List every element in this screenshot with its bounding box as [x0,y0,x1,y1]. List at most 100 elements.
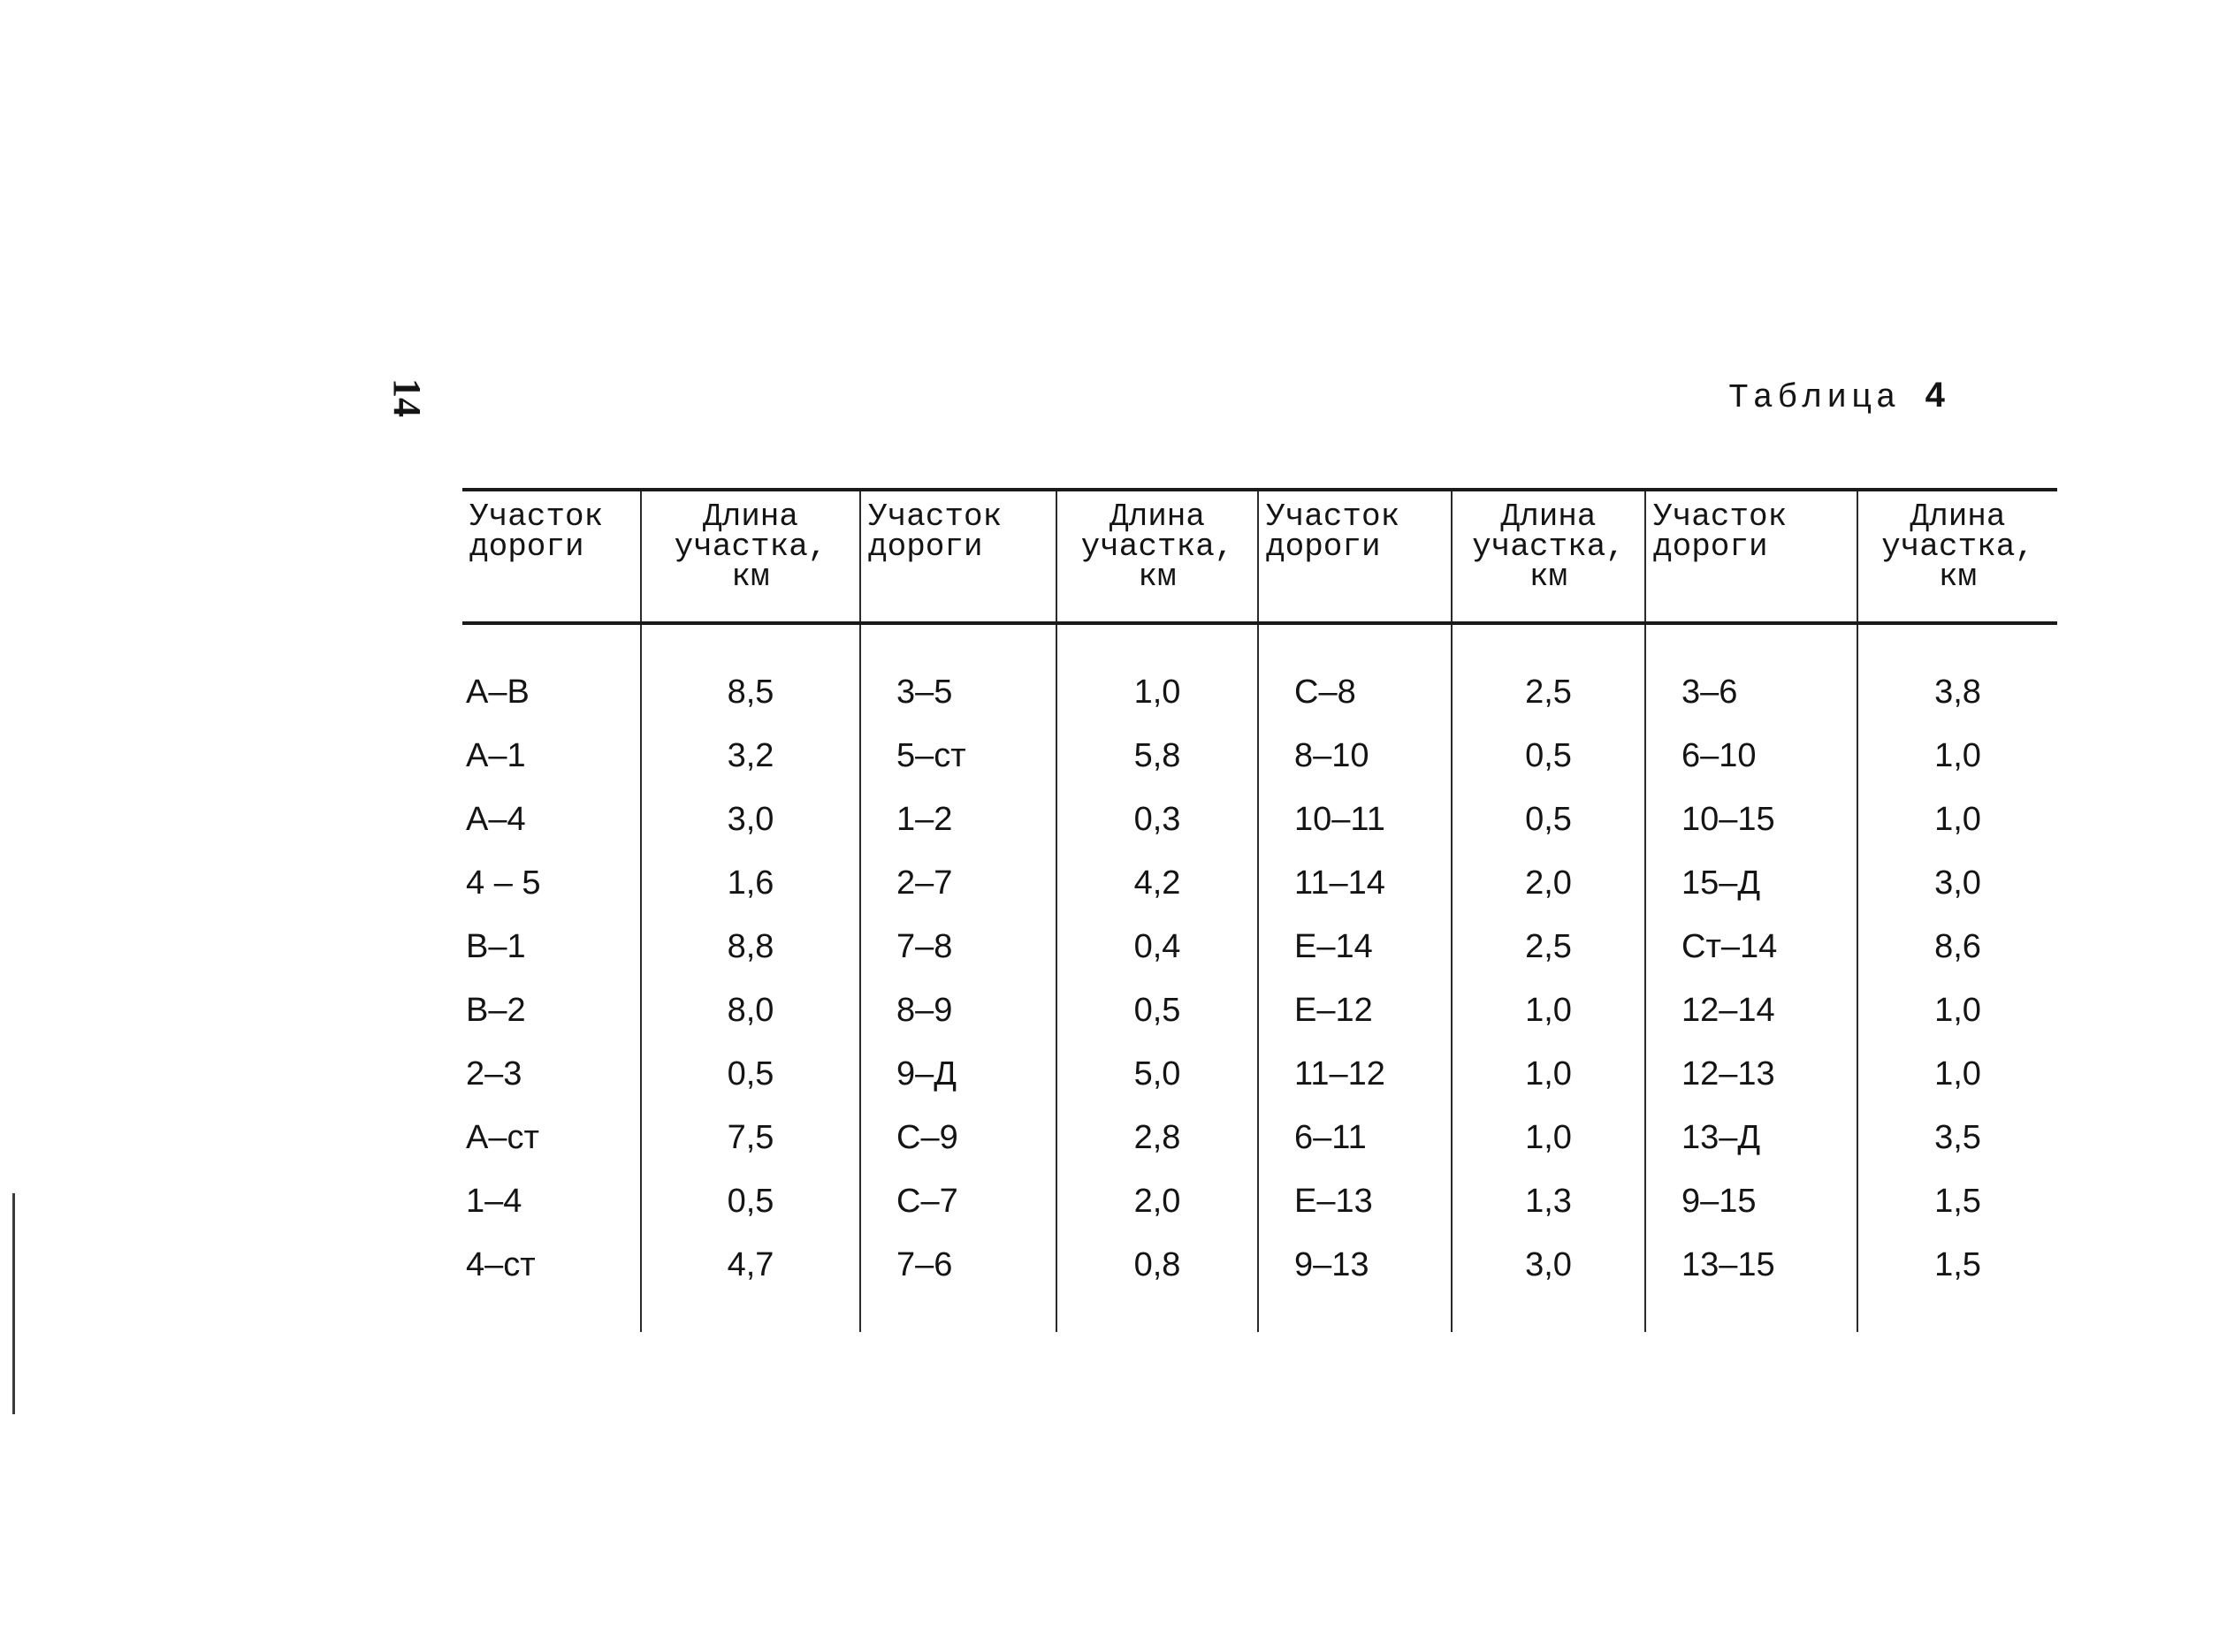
road-segment-cell: 10–15 [1644,788,1857,851]
road-segment-cell: Ст–14 [1644,915,1857,978]
segment-length-cell: 1,5 [1857,1233,2057,1332]
segment-length-cell: 3,0 [1857,851,2057,915]
road-segment-cell: 2–3 [466,1054,522,1092]
road-segment-cell: 1–4 [466,1182,522,1220]
road-segment-cell: 4 – 5 [466,864,541,902]
segment-length-cell: 8,6 [1857,915,2057,978]
segment-length-cell: 0,3 [1056,788,1258,851]
table-row: 4–ст 4,7 7–6 0,8 9–13 3,0 13–15 1,5 [462,1233,2057,1332]
segment-length-cell: 1,0 [1857,978,2057,1042]
segment-length-cell: 1,0 [1857,1042,2057,1106]
segment-length-cell: 3,2 [640,724,860,788]
road-segment-cell: 12–13 [1644,1042,1857,1106]
road-segment-cell: 15–Д [1644,851,1857,915]
segment-length-cell: 0,5 [1451,724,1645,788]
header-segment-length: Длина участка, км [640,488,860,625]
road-segment-cell: 11–12 [1257,1042,1452,1106]
road-segment-cell: С–7 [859,1169,1056,1233]
segment-length-cell: 3,5 [1857,1106,2057,1169]
road-segment-cell: В–1 [466,927,526,965]
table-row: 2–3 0,5 9–Д 5,0 11–12 1,0 12–13 1,0 [462,1042,2057,1106]
table-caption: Таблица 4 [1728,376,1945,417]
segment-length-cell: 0,8 [1056,1233,1258,1332]
header-segment-length: Длина участка, км [1451,488,1645,625]
segment-length-cell: 3,0 [1451,1233,1645,1332]
road-segment-cell: 3–5 [859,623,1056,724]
header-road-segment: Участок дороги [1644,488,1857,625]
segment-length-cell: 0,5 [1056,978,1258,1042]
segment-length-cell: 1,0 [1451,978,1645,1042]
segment-length-cell: 0,5 [1451,788,1645,851]
segment-length-cell: 2,0 [1451,851,1645,915]
segment-length-cell: 8,0 [640,978,860,1042]
road-segment-cell: 13–15 [1644,1233,1857,1332]
table-row: 4 – 5 1,6 2–7 4,2 11–14 2,0 15–Д 3,0 [462,851,2057,915]
scan-edge-mark [12,1193,15,1414]
segment-length-cell: 1,0 [1056,623,1258,724]
road-segment-cell: 2–7 [859,851,1056,915]
road-segments-table: Участок дороги Длина участка, км Участок… [462,488,2057,1332]
segment-length-cell: 1,3 [1451,1169,1645,1233]
segment-length-cell: 4,7 [640,1233,860,1332]
road-segment-cell: Е–14 [1257,915,1452,978]
road-segment-cell: 7–6 [859,1233,1056,1332]
table-row: А–4 3,0 1–2 0,3 10–11 0,5 10–15 1,0 [462,788,2057,851]
segment-length-cell: 0,4 [1056,915,1258,978]
road-segment-cell: 9–15 [1644,1169,1857,1233]
segment-length-cell: 5,8 [1056,724,1258,788]
road-segment-cell: 8–9 [859,978,1056,1042]
segment-length-cell: 5,0 [1056,1042,1258,1106]
segment-length-cell: 1,5 [1857,1169,2057,1233]
page-number: 14 [385,378,429,417]
road-segment-cell: 13–Д [1644,1106,1857,1169]
road-segment-cell: Е–12 [1257,978,1452,1042]
segment-length-cell: 2,8 [1056,1106,1258,1169]
header-segment-length: Длина участка, км [1857,488,2057,625]
segment-length-cell: 0,5 [640,1169,860,1233]
road-segment-cell: 8–10 [1257,724,1452,788]
table-row: А–В 8,5 3–5 1,0 С–8 2,5 3–6 3,8 [462,623,2057,724]
road-segment-cell: С–9 [859,1106,1056,1169]
road-segment-cell: 7–8 [859,915,1056,978]
road-segment-cell: А–ст [466,1118,539,1156]
segment-length-cell: 2,5 [1451,623,1645,724]
header-road-segment: Участок дороги [462,488,641,625]
road-segment-cell: 4–ст [466,1245,536,1283]
segment-length-cell: 1,0 [1857,788,2057,851]
segment-length-cell: 8,5 [640,623,860,724]
road-segment-cell: А–В [466,673,530,711]
road-segment-cell: 12–14 [1644,978,1857,1042]
road-segment-cell: 3–6 [1644,623,1857,724]
segment-length-cell: 1,0 [1451,1106,1645,1169]
road-segment-cell: 9–Д [859,1042,1056,1106]
road-segment-cell: С–8 [1257,623,1452,724]
road-segment-cell: 9–13 [1257,1233,1452,1332]
road-segment-cell: 5–ст [859,724,1056,788]
segment-length-cell: 2,0 [1056,1169,1258,1233]
segment-length-cell: 1,0 [1451,1042,1645,1106]
road-segment-cell: В–2 [466,991,526,1029]
segment-length-cell: 1,0 [1857,724,2057,788]
segment-length-cell: 3,0 [640,788,860,851]
header-segment-length: Длина участка, км [1056,488,1258,625]
table-row: 1–4 0,5 С–7 2,0 Е–13 1,3 9–15 1,5 [462,1169,2057,1233]
segment-length-cell: 2,5 [1451,915,1645,978]
segment-length-cell: 0,5 [640,1042,860,1106]
road-segment-cell: А–4 [466,800,526,838]
segment-length-cell: 7,5 [640,1106,860,1169]
table-header-row: Участок дороги Длина участка, км Участок… [462,488,2057,625]
header-road-segment: Участок дороги [1257,488,1452,625]
segment-length-cell: 4,2 [1056,851,1258,915]
segment-length-cell: 3,8 [1857,623,2057,724]
table-row: В–2 8,0 8–9 0,5 Е–12 1,0 12–14 1,0 [462,978,2057,1042]
road-segment-cell: 10–11 [1257,788,1452,851]
road-segment-cell: 6–10 [1644,724,1857,788]
road-segment-cell: 6–11 [1257,1106,1452,1169]
table-caption-word: Таблица [1728,379,1901,417]
road-segment-cell: Е–13 [1257,1169,1452,1233]
road-segment-cell: А–1 [466,736,526,774]
table-caption-number: 4 [1925,376,1945,415]
table-row: А–ст 7,5 С–9 2,8 6–11 1,0 13–Д 3,5 [462,1106,2057,1169]
road-segment-cell: 1–2 [859,788,1056,851]
segment-length-cell: 1,6 [640,851,860,915]
